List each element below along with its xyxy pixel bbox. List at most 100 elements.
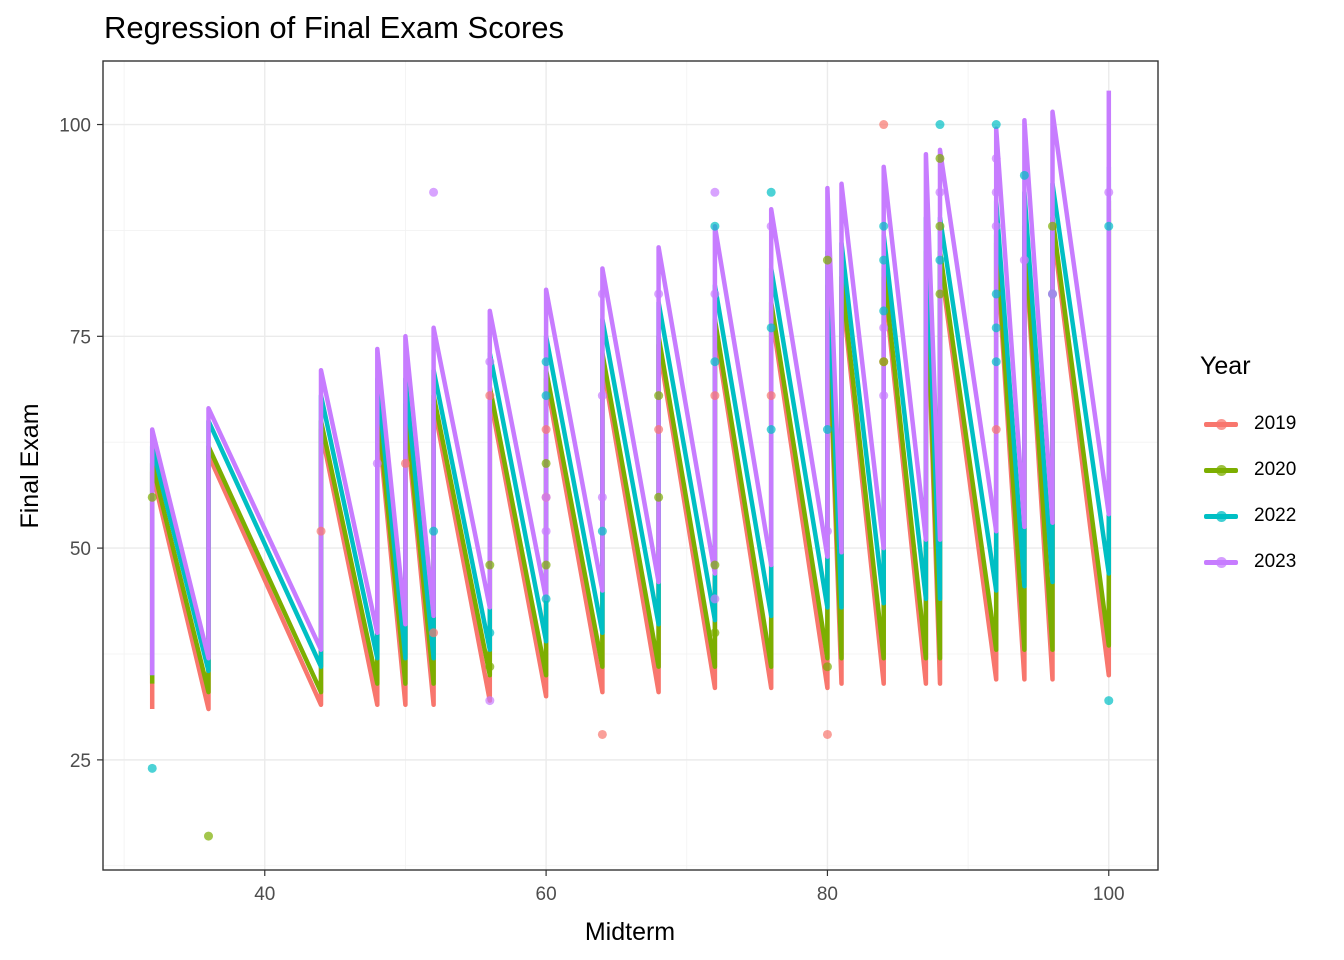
data-point-2022 bbox=[935, 255, 945, 265]
data-point-2022 bbox=[710, 221, 720, 231]
data-point-2023 bbox=[879, 323, 889, 333]
data-point-2023 bbox=[879, 391, 889, 401]
legend-label: 2019 bbox=[1254, 413, 1297, 434]
data-point-2023 bbox=[935, 187, 945, 197]
data-point-2019 bbox=[822, 729, 832, 739]
legend-key-2020 bbox=[1200, 447, 1242, 493]
data-point-2022 bbox=[429, 526, 439, 536]
data-point-2022 bbox=[147, 763, 157, 773]
data-point-2020 bbox=[541, 560, 551, 570]
data-point-2019 bbox=[400, 458, 410, 468]
regression-lines bbox=[149, 90, 1112, 712]
data-point-2019 bbox=[710, 391, 720, 401]
y-tick-label: 100 bbox=[59, 116, 91, 137]
data-point-2022 bbox=[541, 594, 551, 604]
data-point-2020 bbox=[710, 628, 720, 638]
data-point-2020 bbox=[935, 153, 945, 163]
data-point-2023 bbox=[597, 492, 607, 502]
data-point-2022 bbox=[1019, 170, 1029, 180]
legend-label: 2020 bbox=[1254, 459, 1297, 480]
legend-item-2023: 2023 bbox=[1200, 539, 1296, 585]
data-point-2020 bbox=[935, 289, 945, 299]
data-point-2022 bbox=[766, 187, 776, 197]
series-line-2020 bbox=[149, 200, 1112, 695]
x-tick-label: 100 bbox=[1093, 884, 1125, 905]
data-point-2022 bbox=[991, 357, 1001, 367]
data-point-2020 bbox=[879, 357, 889, 367]
data-point-2019 bbox=[485, 391, 495, 401]
legend-key-2023 bbox=[1200, 539, 1242, 585]
data-point-2022 bbox=[1104, 221, 1114, 231]
data-point-2022 bbox=[935, 120, 945, 130]
data-point-2023 bbox=[710, 594, 720, 604]
legend-label: 2022 bbox=[1254, 505, 1297, 526]
data-point-2020 bbox=[935, 221, 945, 231]
legend-item-2019: 2019 bbox=[1200, 401, 1296, 447]
x-tick-label: 40 bbox=[254, 884, 275, 905]
legend-key-2022 bbox=[1200, 493, 1242, 539]
legend: Year 2019 2020 2022 2023 bbox=[1200, 352, 1296, 585]
data-point-2023 bbox=[710, 289, 720, 299]
y-tick-label: 75 bbox=[70, 327, 91, 348]
data-point-2020 bbox=[204, 831, 213, 841]
data-point-2023 bbox=[766, 221, 776, 231]
data-point-2023 bbox=[541, 526, 551, 536]
data-point-2019 bbox=[597, 729, 607, 739]
data-point-2023 bbox=[991, 153, 1001, 163]
y-axis-title: Final Exam bbox=[16, 403, 44, 528]
data-point-2020 bbox=[1048, 221, 1057, 231]
legend-title: Year bbox=[1200, 352, 1251, 380]
data-point-2020 bbox=[654, 391, 664, 401]
data-point-2020 bbox=[654, 492, 664, 502]
legend-item-2022: 2022 bbox=[1200, 493, 1296, 539]
data-point-2023 bbox=[654, 289, 664, 299]
data-point-2020 bbox=[710, 560, 720, 570]
y-tick-label: 50 bbox=[70, 539, 91, 560]
data-point-2023 bbox=[541, 492, 551, 502]
legend-item-2020: 2020 bbox=[1200, 447, 1296, 493]
data-point-2020 bbox=[485, 560, 495, 570]
data-point-2023 bbox=[822, 526, 832, 536]
data-point-2019 bbox=[766, 391, 776, 401]
data-point-2019 bbox=[429, 628, 439, 638]
data-point-2023 bbox=[429, 187, 439, 197]
data-point-2023 bbox=[372, 458, 382, 468]
data-point-2023 bbox=[597, 391, 607, 401]
data-point-2023 bbox=[991, 187, 1001, 197]
legend-key-2019 bbox=[1200, 401, 1242, 447]
data-point-2019 bbox=[316, 526, 326, 536]
data-point-2023 bbox=[1048, 289, 1057, 299]
data-point-2022 bbox=[710, 357, 720, 367]
data-point-2023 bbox=[710, 187, 720, 197]
data-point-2022 bbox=[991, 289, 1001, 299]
data-point-2019 bbox=[991, 424, 1001, 434]
data-point-2022 bbox=[766, 424, 776, 434]
plot-panel-border bbox=[102, 60, 1159, 871]
data-point-2020 bbox=[822, 255, 832, 265]
axis-ticks: 40 60 80 100 25 50 75 100 bbox=[59, 116, 1124, 905]
data-points bbox=[147, 120, 1114, 841]
data-point-2022 bbox=[879, 255, 889, 265]
data-point-2019 bbox=[654, 424, 664, 434]
data-point-2022 bbox=[879, 306, 889, 316]
x-tick-label: 60 bbox=[536, 884, 557, 905]
x-axis-title: Midterm bbox=[585, 918, 675, 946]
legend-label: 2023 bbox=[1254, 551, 1297, 572]
data-point-2022 bbox=[822, 424, 832, 434]
data-point-2019 bbox=[879, 120, 889, 130]
data-point-2020 bbox=[147, 492, 157, 502]
data-point-2023 bbox=[1019, 255, 1029, 265]
legend-items: 2019 2020 2022 2023 bbox=[1200, 401, 1296, 585]
data-point-2022 bbox=[879, 221, 889, 231]
data-point-2022 bbox=[541, 357, 551, 367]
data-point-2023 bbox=[1104, 187, 1114, 197]
data-point-2022 bbox=[1104, 696, 1114, 706]
data-point-2022 bbox=[597, 526, 607, 536]
data-point-2023 bbox=[485, 357, 495, 367]
data-point-2022 bbox=[991, 120, 1001, 130]
y-tick-label: 25 bbox=[70, 751, 91, 772]
data-point-2023 bbox=[991, 221, 1001, 231]
data-point-2020 bbox=[485, 662, 495, 672]
data-point-2022 bbox=[541, 391, 551, 401]
